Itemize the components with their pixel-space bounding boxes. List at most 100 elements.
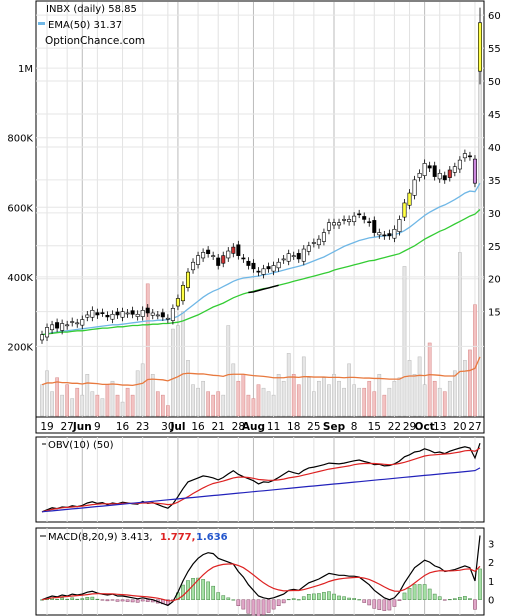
volume-bar: [251, 398, 256, 417]
volume-bar: [387, 387, 392, 417]
volume-bar: [80, 394, 85, 417]
candle-body: [377, 232, 382, 236]
volume-bar: [191, 384, 195, 417]
volume-bar: [206, 391, 210, 417]
macd-histogram-bar: [251, 599, 256, 616]
volume-bar: [115, 394, 120, 417]
candle-body: [110, 313, 115, 320]
volume-bar: [271, 394, 276, 417]
x-tick-label: Aug: [242, 421, 265, 433]
macd-histogram-bar: [473, 599, 477, 610]
volume-bar: [110, 380, 115, 417]
x-tick-label: Oct: [415, 421, 435, 433]
candle-body: [261, 268, 266, 275]
macd-legend-0: MACD(8,20,9) 3.413,: [48, 532, 153, 543]
candle-body: [367, 221, 372, 224]
macd-histogram-bar: [65, 598, 70, 600]
price-tick-label: 60: [488, 11, 501, 22]
candle-body: [402, 202, 407, 218]
candle-body: [75, 322, 80, 325]
candle-body: [231, 246, 236, 254]
macd-histogram: [40, 568, 482, 616]
macd-histogram-bar: [296, 599, 301, 601]
macd-tick-label: 1: [488, 577, 494, 588]
volume-bar: [377, 374, 382, 417]
volume-bar: [236, 380, 241, 417]
macd-histogram-bar: [75, 598, 80, 600]
volume-tick-label: 200K: [7, 342, 33, 353]
price-tick-label: 50: [488, 77, 501, 88]
macd-histogram-bar: [115, 599, 120, 602]
candle-body: [357, 213, 362, 216]
macd-histogram-bar: [342, 596, 346, 600]
macd-histogram-bar: [432, 593, 437, 600]
macd-histogram-bar: [327, 591, 331, 600]
candle-body: [462, 153, 467, 159]
candle-body: [291, 255, 296, 257]
candle-body: [155, 314, 160, 317]
candle-body: [417, 172, 422, 178]
candle-body: [241, 257, 246, 260]
volume-bar: [181, 311, 185, 417]
price-line-1: [41, 182, 481, 336]
volume-bar: [286, 353, 291, 417]
candle-body: [266, 266, 271, 270]
x-tick-label: 11: [267, 421, 280, 433]
volume-bar: [40, 384, 44, 417]
volume-bar: [397, 377, 402, 417]
candle-body: [397, 219, 402, 232]
volume-bar: [437, 387, 442, 417]
candle-body: [160, 312, 165, 318]
candle-body: [301, 248, 306, 262]
volume-bars: [40, 50, 482, 417]
volume-bar: [412, 374, 417, 417]
macd-histogram-bar: [135, 599, 140, 603]
candle-body: [165, 317, 170, 320]
macd-histogram-bar: [458, 597, 462, 600]
macd-histogram-bar: [352, 598, 356, 600]
x-tick-label: 18: [287, 421, 300, 433]
candle-body: [246, 260, 251, 266]
price-legend-ema: EMA(50) 31.37: [48, 20, 122, 31]
candle-body: [196, 255, 201, 265]
volume-bar: [150, 374, 155, 417]
x-tick-label: 22: [388, 421, 401, 433]
macd-histogram-bar: [427, 588, 432, 600]
volume-bar: [176, 325, 180, 417]
volume-bar: [160, 394, 165, 417]
macd-histogram-bar: [206, 581, 210, 600]
volume-bar: [75, 387, 80, 417]
volume-bar: [166, 405, 170, 417]
macd-legend-2: 1.636: [196, 532, 228, 543]
macd-histogram-bar: [125, 599, 130, 602]
volume-bar: [70, 398, 75, 417]
volume-bar: [407, 360, 412, 417]
volume-bar: [45, 370, 49, 417]
x-tick-label: 15: [368, 421, 381, 433]
x-tick-label: 23: [136, 421, 149, 433]
candle-body: [467, 155, 472, 158]
macd-histogram-bar: [80, 598, 85, 600]
macd-histogram-bar: [357, 599, 362, 601]
macd-histogram-bar: [221, 595, 226, 600]
volume-bar: [317, 380, 321, 417]
candle-body: [326, 222, 331, 231]
macd-histogram-bar: [286, 599, 291, 601]
ema-legend-swatch: [38, 22, 45, 25]
macd-histogram-bar: [241, 599, 246, 610]
candle-body: [226, 250, 231, 259]
candle-body: [130, 310, 135, 315]
volume-bar: [85, 374, 90, 417]
candle-body: [211, 255, 216, 257]
macd-histogram-bar: [437, 596, 442, 600]
candle-body: [256, 270, 261, 273]
macd-histogram-bar: [422, 584, 427, 600]
macd-histogram-bar: [70, 597, 75, 600]
volume-bar: [347, 363, 351, 417]
macd-histogram-bar: [55, 598, 59, 600]
macd-histogram-bar: [266, 599, 271, 613]
volume-tick-label: 600K: [7, 203, 33, 214]
volume-bar: [327, 384, 331, 417]
candle-body: [60, 323, 65, 331]
macd-histogram-bar: [442, 599, 447, 601]
